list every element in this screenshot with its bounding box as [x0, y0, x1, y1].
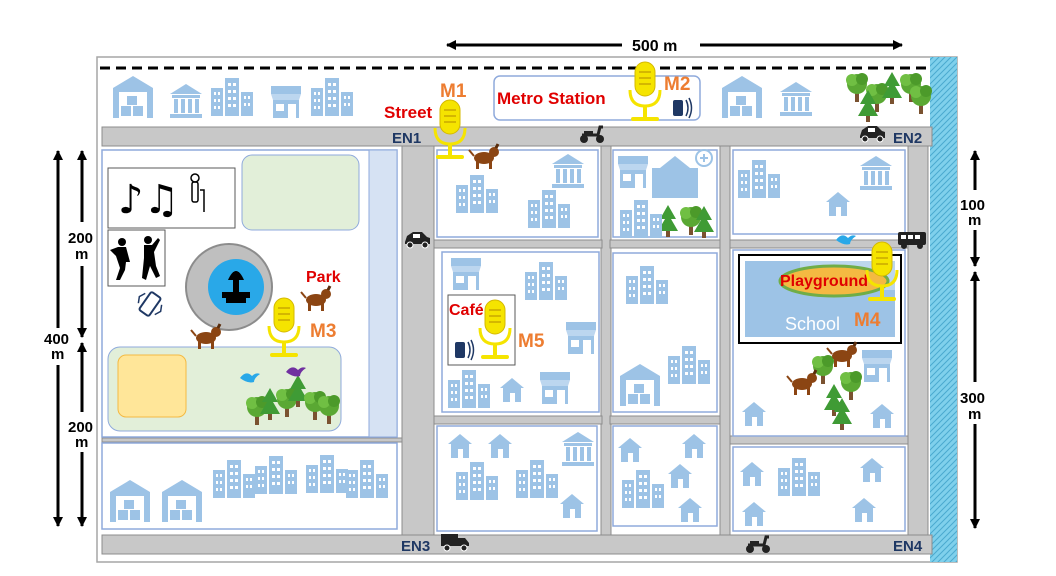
park-label: Park: [306, 269, 341, 286]
vibrating-phone-icon: [137, 291, 163, 317]
scale-label-left-total-unit: m: [51, 346, 64, 363]
scale-label-right-upper-unit: m: [968, 212, 981, 229]
hospital-icon: [652, 149, 713, 198]
playground-label: Playground: [780, 273, 868, 290]
music-notes-icon: ♪♫: [118, 177, 179, 223]
dancing-people-icon: [110, 236, 160, 280]
park-walkway: [368, 149, 398, 438]
karaoke-mic-icon: [190, 173, 205, 212]
end-node-en2: EN2: [893, 130, 922, 147]
street-label: Street: [384, 103, 433, 122]
mic-label-m2: M2: [664, 74, 690, 95]
river: [930, 57, 957, 562]
music-box: [107, 167, 236, 229]
end-node-en3: EN3: [401, 538, 430, 555]
fountain-shape: [222, 271, 250, 303]
scale-label-right-upper: 100: [960, 197, 985, 214]
scale-label-right-lower-unit: m: [968, 406, 981, 423]
scale-label-top: 500 m: [632, 38, 677, 55]
cafe-label: Café: [449, 302, 484, 319]
scale-label-left-upper: 200: [68, 230, 93, 247]
scale-label-left-lower: 200: [68, 419, 93, 436]
scale-label-left-upper-unit: m: [75, 246, 88, 263]
end-node-en1: EN1: [392, 130, 421, 147]
sandbox: [117, 354, 187, 418]
mic-label-m5: M5: [518, 331, 545, 352]
scale-label-left-total: 400: [44, 331, 69, 348]
mic-label-m4: M4: [854, 310, 881, 331]
mic-label-m3: M3: [310, 321, 336, 342]
scale-label-left-lower-unit: m: [75, 434, 88, 451]
road-network: [101, 126, 933, 555]
metro-station-label: Metro Station: [497, 89, 606, 108]
scale-label-right-lower: 300: [960, 390, 985, 407]
park-lawn-top: [241, 154, 360, 231]
end-node-en4: EN4: [893, 538, 923, 555]
playground-area: [778, 264, 890, 298]
school-label: School: [785, 314, 840, 334]
mic-label-m1: M1: [440, 81, 467, 102]
